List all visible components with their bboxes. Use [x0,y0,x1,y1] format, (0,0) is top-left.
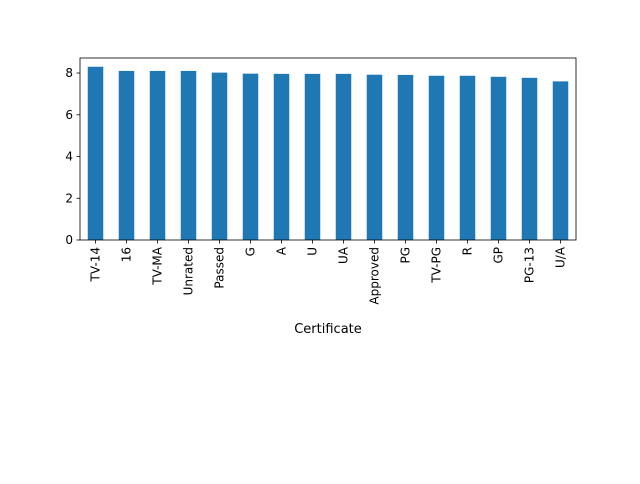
y-tick-label: 2 [65,191,73,205]
y-tick-label: 8 [65,66,73,80]
y-axis: 0 2 4 6 8 [65,66,80,247]
x-tick-label: TV-14 [89,247,103,282]
x-tick-label: PG [399,247,413,264]
bar-tv-ma [149,70,166,240]
y-tick-label: 4 [65,150,73,164]
x-tick-label: UA [337,246,351,264]
bar-gp [490,76,507,241]
x-tick-label: Approved [368,247,382,305]
bars-group [87,66,569,241]
x-tick-label: Unrated [182,247,196,295]
plot-frame [79,57,577,241]
bar-unrated [180,70,197,240]
bar-ua [335,73,352,240]
x-tick-label: G [244,247,258,256]
bar-u [304,73,321,240]
x-tick-label: TV-MA [151,246,165,286]
x-axis-label: Certificate [294,322,362,337]
x-tick-label: U [306,247,320,256]
bar-tv-pg [428,75,445,241]
bar-u-a [552,81,569,240]
x-tick-label: GP [492,247,506,264]
x-tick-label: 16 [120,247,134,262]
bar-tv-14 [87,66,104,240]
x-tick-label: TV-PG [430,247,444,284]
x-axis: TV-14 16 TV-MA Unrated Passed G A U UA Approved PG… [89,240,568,305]
x-tick-label: A [275,246,289,255]
bar-g [242,73,259,240]
bar-passed [211,72,228,240]
bar-a [273,73,290,240]
bar-r [459,75,476,241]
bar-approved [366,74,383,240]
x-tick-label: R [461,247,475,255]
bar-pg-13 [521,77,538,241]
y-tick-label: 6 [65,108,73,122]
x-tick-label: U/A [554,246,568,268]
bar-16 [118,70,135,240]
x-tick-label: Passed [213,247,227,289]
x-tick-label: PG-13 [523,247,537,283]
y-tick-label: 0 [65,233,73,247]
bar-pg [397,74,414,240]
